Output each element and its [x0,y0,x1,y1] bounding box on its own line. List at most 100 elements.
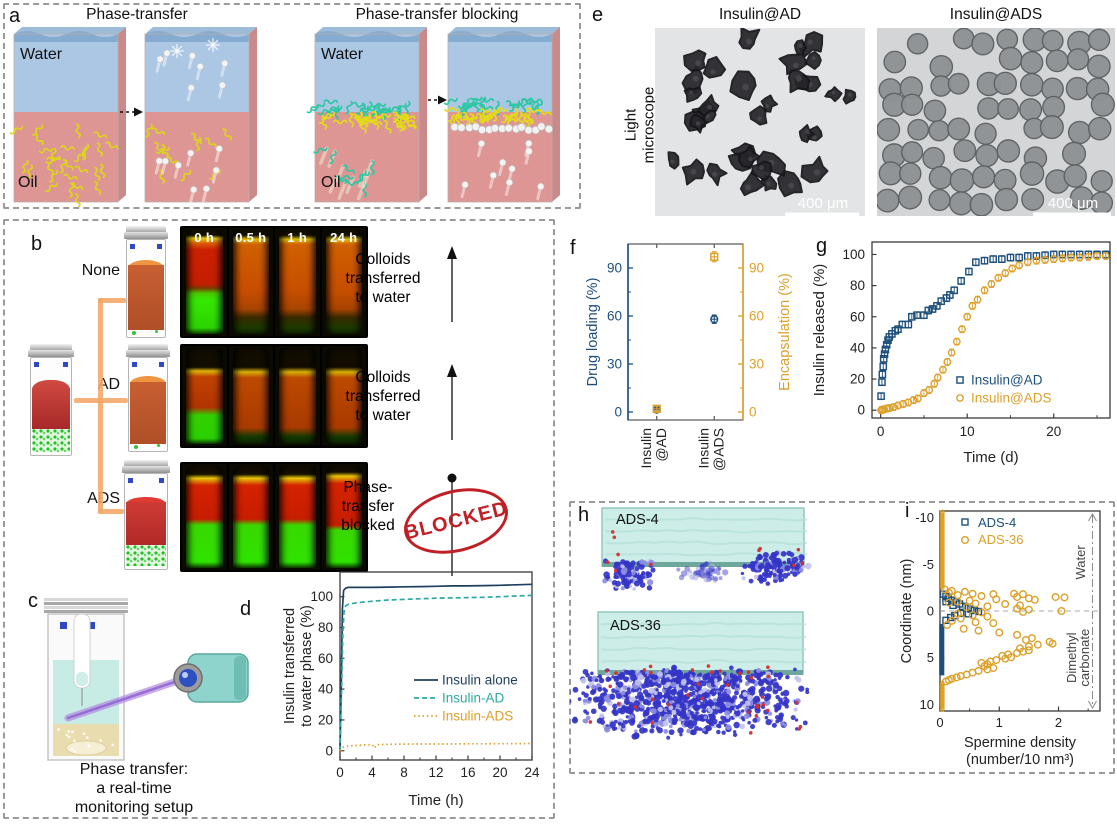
svg-text:0: 0 [336,765,344,780]
cuvette-illustration [124,226,168,338]
svg-text:0: 0 [927,604,934,619]
water-label: Water [321,46,364,63]
svg-text:Insulin@AD: Insulin@AD [971,373,1043,388]
svg-text:30: 30 [607,357,622,372]
svg-text:90: 90 [607,261,622,276]
phase-transfer-blocking-title: Phase-transfer blocking [355,6,519,23]
panel-a-label: a [9,5,21,27]
svg-text:0: 0 [877,424,885,439]
svg-text:Insulin-AD: Insulin-AD [442,691,505,706]
svg-text:Insulin-ADS: Insulin-ADS [442,709,513,724]
svg-text:8: 8 [400,765,408,780]
row-caption-ad: Colloids transferred to water [345,369,421,424]
panel-c-label: c [28,590,38,612]
svg-text:60: 60 [749,309,764,324]
panel-g-label: g [816,235,828,257]
svg-text:90: 90 [749,261,764,276]
svg-text:ADS-4: ADS-4 [978,515,1016,530]
branch-label-ads: ADS [87,490,120,507]
cuvette-photo [182,346,227,446]
row-caption-none: Colloids transferred to water [345,251,421,306]
panel-f-label: f [570,237,576,259]
release-chart: 0 20 40 60 80 100 0 10 20 Insulin@AD Insulin@ADS In… [811,241,1111,466]
svg-text:60: 60 [607,309,622,324]
svg-text:(number/10 nm³): (number/10 nm³) [966,752,1074,768]
microscope-title-ad: Insulin@AD [718,6,802,23]
svg-text:Coordinate (nm): Coordinate (nm) [899,559,915,664]
cuvette-photo [182,464,227,570]
svg-text:20: 20 [1046,424,1061,439]
svg-text:0: 0 [614,405,622,420]
svg-text:2: 2 [1055,715,1062,730]
phase-transfer-title: Phase-transfer [86,6,188,23]
timepoint-label: 0 h [194,230,215,245]
svg-text:5: 5 [927,650,934,665]
svg-text:Insulin: Insulin [638,428,654,468]
panel-hi-frame [569,501,1115,774]
phase-transfer-illustration [9,27,560,207]
svg-text:20: 20 [492,765,507,780]
svg-text:@ADS: @ADS [710,428,726,471]
svg-text:Insulin: Insulin [695,428,711,468]
svg-text:Time (d): Time (d) [963,449,1018,466]
panel-d-label: d [240,598,252,620]
timepoint-label: 1 h [287,230,308,245]
branch-line [98,298,126,303]
cuvette-photo [321,346,366,446]
fluorescence-photos-ad [180,344,368,448]
panel-bcd-frame [3,219,555,819]
svg-text:Water: Water [1073,545,1088,580]
snapshot-label-ads4: ADS-4 [616,512,659,528]
svg-text:to water phase (%): to water phase (%) [299,605,315,727]
svg-text:16: 16 [460,765,475,780]
cuvette-photo [228,464,273,570]
cuvette-illustration [122,460,170,570]
oil-label: Oil [321,174,341,191]
branch-label-ad: AD [97,376,120,393]
svg-text:100: 100 [842,247,865,262]
fluorescence-photos-none: 0 h 0.5 h 1 h 24 h [180,226,368,338]
phase-transfer-chart: 0 20 40 60 80 100 0 4 8 12 16 20 24 Insulin alone Insu… [282,571,540,809]
svg-text:ADS-36: ADS-36 [978,532,1024,547]
panel-b-label: b [31,233,43,255]
svg-text:0: 0 [857,403,865,418]
svg-text:Spermine density: Spermine density [964,735,1077,751]
svg-text:carbonate: carbonate [1077,629,1092,687]
oil-label: Oil [18,174,38,191]
svg-text:12: 12 [428,765,443,780]
branch-line [98,298,103,514]
cuvette-photo: 24 h [321,228,366,336]
svg-text:10: 10 [960,424,975,439]
cuvette-illustration [126,344,170,452]
branch-label-none: None [81,262,120,279]
cuvette-photo [275,346,320,446]
svg-text:Insulin released (%): Insulin released (%) [811,264,828,397]
svg-text:400 μm: 400 μm [798,195,848,212]
svg-text:Dimethyl: Dimethyl [1064,632,1079,683]
water-label: Water [20,46,63,63]
panel-i-label: i [905,500,910,522]
panel-e-label: e [592,4,604,26]
timepoint-label: 24 h [330,230,358,245]
svg-text:20: 20 [850,372,865,387]
svg-text:Encapsulation (%): Encapsulation (%) [777,273,793,391]
cuvette-photo [228,346,273,446]
transfer-arrows [447,246,457,576]
svg-text:0: 0 [325,743,333,758]
microscope-image-ad: 400 μm [655,28,865,216]
svg-text:-10: -10 [915,510,934,525]
svg-text:-5: -5 [922,557,934,572]
setup-caption: Phase transfer: a real-time monitoring set… [74,761,194,816]
snapshot-label-ads36: ADS-36 [610,618,661,634]
svg-text:1: 1 [996,715,1003,730]
cuvette-photo [321,464,366,570]
svg-text:60: 60 [318,651,333,666]
md-simulation-snapshots [570,507,812,740]
svg-text:40: 40 [318,682,333,697]
svg-text:80: 80 [318,620,333,635]
panel-h-label: h [578,504,590,526]
svg-text:Drug loading (%): Drug loading (%) [585,278,601,387]
svg-text:20: 20 [318,712,333,727]
